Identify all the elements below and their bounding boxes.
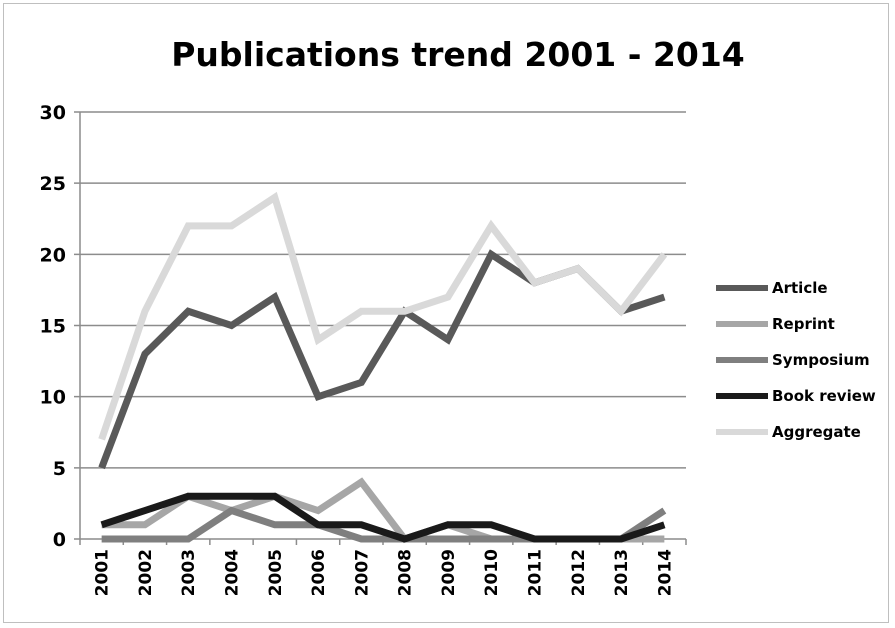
y-tick-label: 30 [40,102,66,124]
x-tick-label: 2008 [396,549,416,596]
series-line-aggregate [98,191,668,441]
chart-frame: Publications trend 2001 - 2014 0 5 10 15 20 2… [3,3,889,623]
line-chart: Publications trend 2001 - 2014 0 5 10 15 20 2… [40,35,876,596]
x-tick-label: 2003 [179,549,199,596]
series-lines [98,191,668,544]
y-tick-label: 25 [40,173,66,195]
series-line-book-review [100,492,666,543]
legend-label: Article [772,279,828,297]
x-tick-label: 2004 [223,549,243,596]
x-tick-label: 2010 [482,549,502,596]
x-tick-label: 2005 [266,549,286,596]
x-tick-label: 2011 [526,549,546,596]
x-tick-label: 2013 [612,549,632,596]
gridlines [74,111,686,540]
x-tick-label: 2007 [352,549,372,596]
x-tick-label: 2009 [439,549,459,596]
legend-label: Reprint [772,315,835,333]
y-tick-label: 15 [40,316,66,338]
legend: Article Reprint Symposium Book review Aggreg… [716,279,876,441]
y-tick-label: 10 [40,387,66,409]
x-tick-label: 2012 [569,549,589,596]
y-tick-label: 5 [53,458,66,480]
x-tick-label: 2001 [93,549,113,596]
legend-label: Aggregate [772,423,861,441]
y-tick-label: 20 [40,244,66,266]
y-tick-label: 0 [53,529,66,551]
x-tick-label: 2002 [136,549,156,596]
chart-title: Publications trend 2001 - 2014 [171,35,745,74]
x-tick-label: 2006 [309,549,329,596]
legend-label: Symposium [772,351,870,369]
x-tick-label: 2014 [655,549,675,596]
series-line-article [98,249,666,470]
legend-label: Book review [772,387,876,405]
axes: 0 5 10 15 20 25 30 2001 2002 2003 2004 2005 2006 2007… [40,102,687,596]
